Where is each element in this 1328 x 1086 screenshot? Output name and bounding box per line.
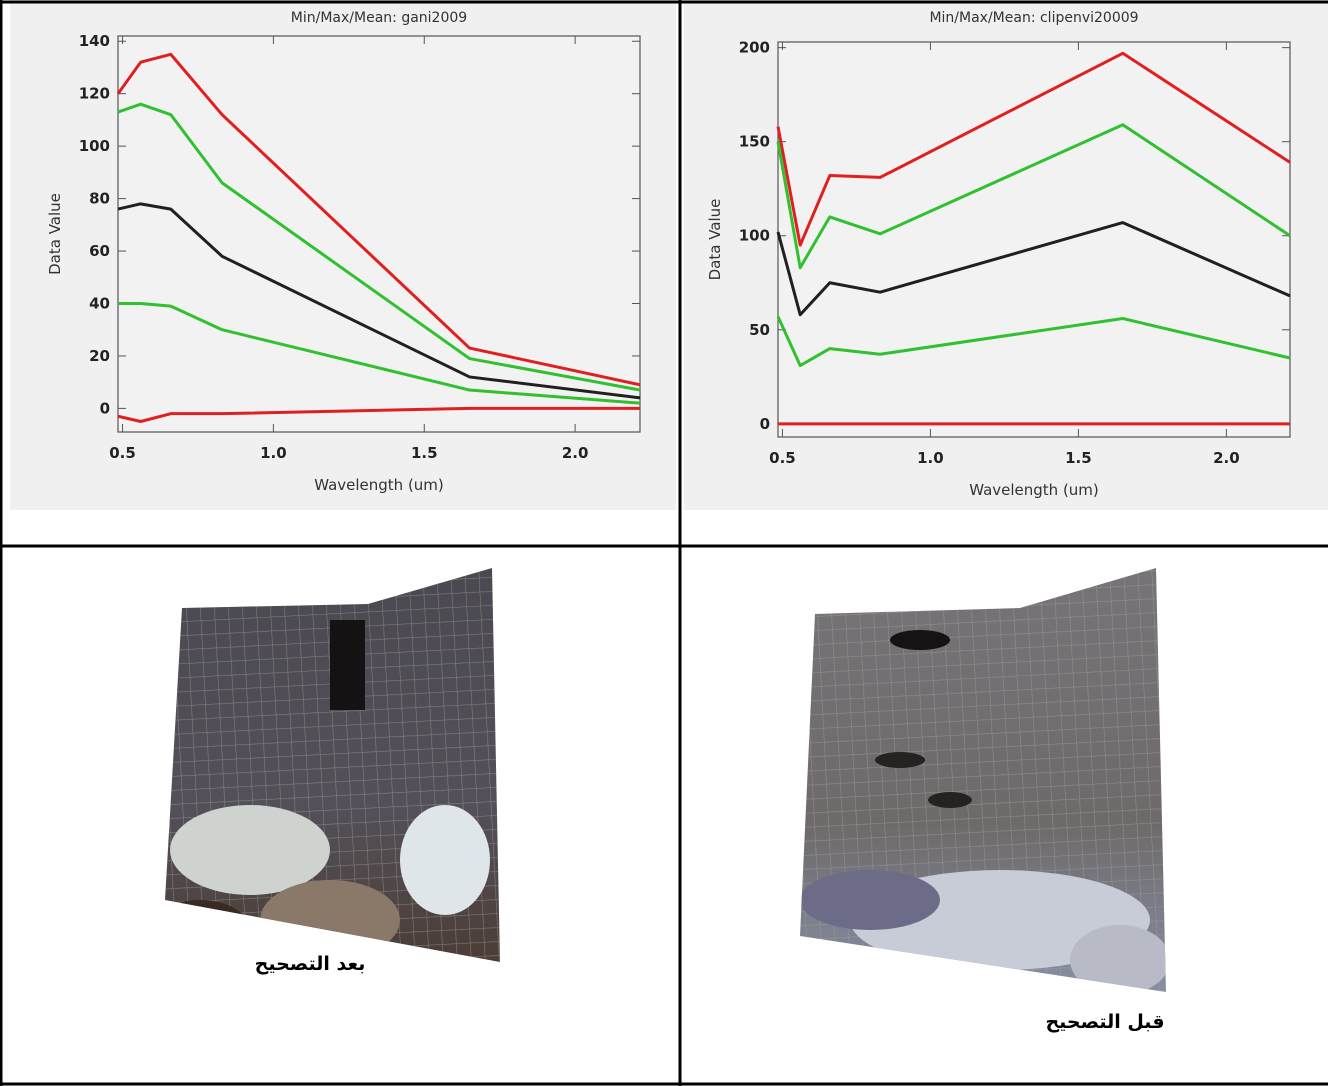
y-tick-label: 80 [89, 190, 110, 208]
y-tick-label: 150 [739, 133, 770, 151]
y-tick-label: 50 [749, 321, 770, 339]
y-tick-label: 60 [89, 242, 110, 260]
y-tick-label: 100 [739, 227, 770, 245]
caption: بعد التصحيح [255, 953, 366, 975]
x-tick-label: 0.5 [109, 444, 136, 462]
y-axis-label: Data Value [706, 199, 724, 281]
plot-frame [778, 42, 1290, 437]
x-axis-label: Wavelength (um) [314, 476, 444, 494]
image-after [150, 560, 505, 970]
chart-title: Min/Max/Mean: clipenvi20009 [929, 10, 1138, 26]
figure: بعد التصحيح قبل التصحيح Min/Max/Mean: ga… [0, 0, 1328, 1086]
y-tick-label: 140 [79, 32, 110, 50]
y-tick-label: 0 [760, 415, 770, 433]
y-axis-label: Data Value [46, 193, 64, 275]
x-tick-label: 2.0 [1213, 449, 1240, 467]
y-tick-label: 120 [79, 85, 110, 103]
caption: قبل التصحيح [1045, 1011, 1164, 1033]
x-axis-label: Wavelength (um) [969, 481, 1099, 499]
y-tick-label: 200 [739, 39, 770, 57]
image-before [795, 560, 1170, 1000]
x-tick-label: 0.5 [769, 449, 796, 467]
x-tick-label: 2.0 [562, 444, 589, 462]
y-tick-label: 40 [89, 294, 110, 312]
y-tick-label: 20 [89, 347, 110, 365]
y-tick-label: 100 [79, 137, 110, 155]
x-tick-label: 1.5 [1065, 449, 1092, 467]
x-tick-label: 1.5 [411, 444, 438, 462]
chart-title: Min/Max/Mean: gani2009 [291, 10, 467, 26]
x-tick-label: 1.0 [917, 449, 944, 467]
y-tick-label: 0 [100, 399, 110, 417]
x-tick-label: 1.0 [260, 444, 287, 462]
